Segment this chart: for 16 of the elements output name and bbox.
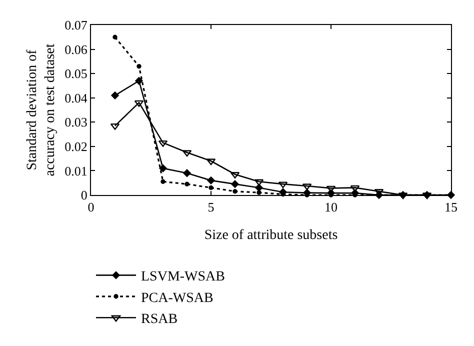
y-tick-label: 0.03 [64, 114, 88, 130]
y-tick-label: 0.05 [64, 66, 88, 82]
x-tick-label: 10 [324, 200, 338, 215]
y-tick-label: 0.06 [64, 42, 88, 57]
legend-label: RSAB [141, 312, 178, 328]
y-tick-label: 0.01 [64, 163, 88, 178]
legend-label: PCA-WSAB [141, 290, 214, 306]
y-tick-label: 0.04 [64, 90, 88, 106]
x-axis-title: Size of attribute subsets [204, 228, 338, 243]
legend-label: LSVM-WSAB [141, 270, 226, 285]
y-tick-label: 0.07 [64, 18, 88, 33]
y-tick-label: 0.02 [64, 138, 88, 154]
y-tick-label: 0 [80, 188, 88, 203]
y-axis-title: Standard deviation of accuracy on test dataset [25, 44, 58, 176]
x-tick-label: 5 [208, 200, 214, 215]
x-tick-label: 15 [444, 200, 458, 215]
